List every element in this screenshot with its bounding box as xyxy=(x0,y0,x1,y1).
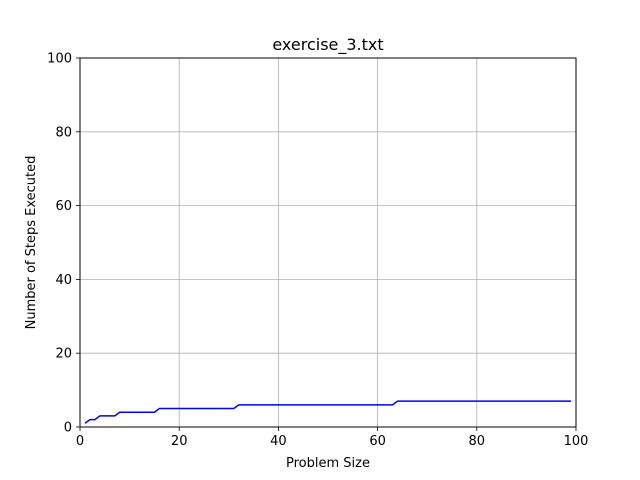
x-tick-label: 100 xyxy=(564,434,589,449)
x-axis-label: Problem Size xyxy=(286,456,370,471)
x-tick-label: 80 xyxy=(469,434,486,449)
y-axis-label: Number of Steps Executed xyxy=(24,156,39,330)
y-tick-label: 20 xyxy=(55,347,72,362)
y-axis-ticks: 0 20 40 60 80 100 xyxy=(47,52,80,436)
x-tick-label: 0 xyxy=(76,434,84,449)
y-tick-label: 100 xyxy=(47,52,72,67)
chart-title: exercise_3.txt xyxy=(272,35,383,55)
series-layer xyxy=(84,400,572,424)
y-tick-label: 40 xyxy=(55,273,72,288)
y-tick-label: 0 xyxy=(64,421,72,436)
plot-frame xyxy=(79,57,577,428)
x-tick-label: 20 xyxy=(171,434,188,449)
series-line xyxy=(84,400,572,424)
x-tick-label: 60 xyxy=(369,434,386,449)
x-tick-label: 40 xyxy=(270,434,287,449)
grid xyxy=(79,57,577,428)
x-axis-ticks: 0 20 40 60 80 100 xyxy=(76,427,589,449)
y-tick-label: 60 xyxy=(55,199,72,214)
y-tick-label: 80 xyxy=(55,125,72,140)
